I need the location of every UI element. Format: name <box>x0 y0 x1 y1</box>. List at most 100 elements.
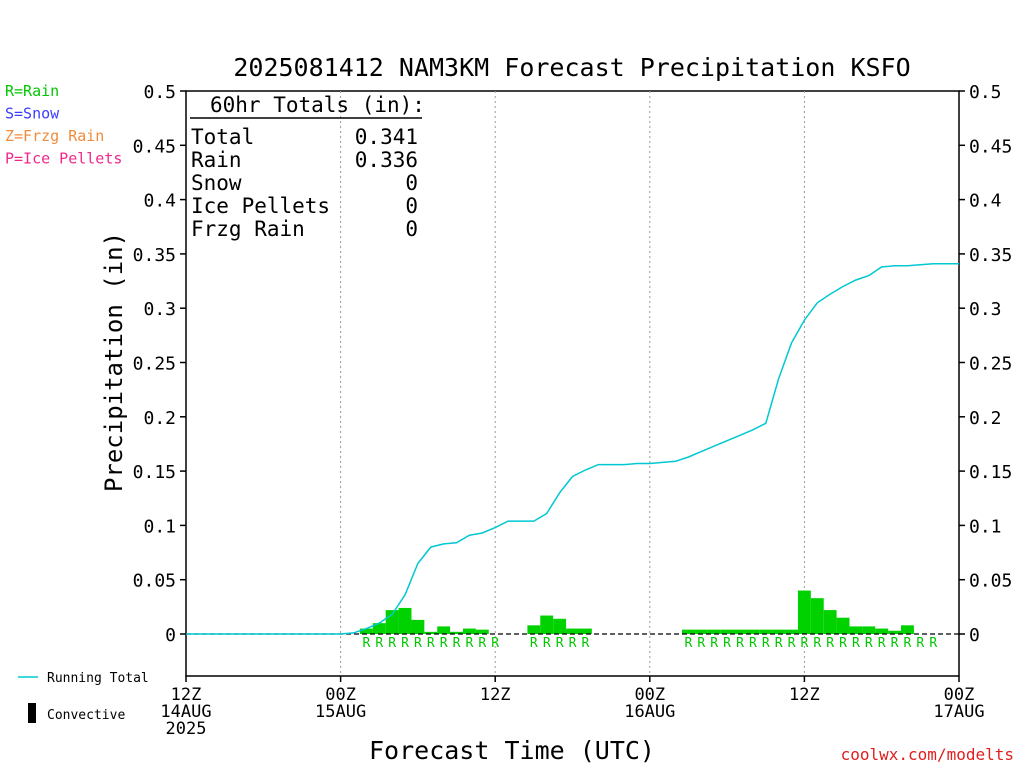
rain-bar <box>823 610 837 634</box>
precip-type-legend-item: S=Snow <box>5 105 60 123</box>
rain-bar <box>772 629 786 634</box>
y-tick-label: 0.45 <box>969 136 1012 157</box>
rain-type-marker: R <box>762 636 770 651</box>
totals-header: 60hr Totals (in): <box>210 93 425 117</box>
rain-type-marker: R <box>530 636 538 651</box>
totals-row-value: 0 <box>405 217 418 241</box>
y-tick-label: 0.25 <box>133 354 176 375</box>
rain-bar <box>888 630 902 634</box>
totals-panel: 60hr Totals (in): Total 0.341 Rain 0.336 Sno… <box>190 93 425 241</box>
rain-bar <box>450 631 463 634</box>
rain-type-marker: R <box>723 636 731 651</box>
rain-bar <box>359 628 373 634</box>
x-tick-label: 15AUG <box>315 702 366 722</box>
y-tick-label: 0.35 <box>969 245 1012 266</box>
running-total-line <box>186 262 959 635</box>
totals-row-label: Total <box>191 125 254 149</box>
y-tick-label: 0.45 <box>133 136 176 157</box>
rain-type-marker: R <box>569 636 577 651</box>
x-tick-label: 16AUG <box>624 702 675 722</box>
convective-legend-label: Convective <box>47 708 125 723</box>
y-tick-label: 0.1 <box>143 516 176 537</box>
rain-bar <box>527 625 541 634</box>
rain-type-marker: R <box>388 636 396 651</box>
rain-bar <box>475 629 489 634</box>
rain-bar <box>759 629 773 634</box>
totals-row-value: 0.341 <box>355 125 418 149</box>
y-tick-label: 0.5 <box>969 82 1002 103</box>
y-tick-label: 0.3 <box>969 299 1002 320</box>
rain-bar <box>578 628 592 634</box>
rain-bar <box>720 629 734 634</box>
precip-type-legend-item: P=Ice Pellets <box>5 150 122 168</box>
rain-type-marker: R <box>362 636 370 651</box>
y-tick-label: 0 <box>165 625 176 646</box>
totals-row-value: 0 <box>405 171 418 195</box>
x-tick-label: 00Z <box>325 685 356 705</box>
rain-type-marker: R <box>466 636 474 651</box>
rain-type-marker: R <box>440 636 448 651</box>
rain-bar <box>437 626 451 634</box>
y-tick-label: 0.05 <box>969 571 1012 592</box>
rain-bar <box>785 629 798 634</box>
x-tick-label: 14AUG <box>160 702 211 722</box>
x-tick-label: 12Z <box>171 685 202 705</box>
x-tick-label: 12Z <box>480 685 511 705</box>
y-tick-label: 0.4 <box>969 191 1002 212</box>
rain-bar <box>553 618 567 634</box>
rain-type-marker: R <box>543 636 551 651</box>
rain-type-marker: R <box>478 636 486 651</box>
rain-type-marker: R <box>697 636 705 651</box>
y-tick-label: 0.05 <box>133 571 176 592</box>
rain-bar <box>733 629 747 634</box>
credit-text: coolwx.com/modelts <box>841 745 1014 764</box>
totals-row-label: Snow <box>191 171 242 195</box>
y-tick-label: 0.25 <box>969 354 1012 375</box>
rain-type-marker: R <box>929 636 937 651</box>
rain-type-marker: R <box>826 636 834 651</box>
rain-type-marker: R <box>904 636 912 651</box>
x-tick-label: 2025 <box>166 719 207 739</box>
rain-type-marker: R <box>800 636 808 651</box>
rain-bar <box>682 629 695 634</box>
rain-type-marker: R <box>839 636 847 651</box>
rain-bar <box>462 628 476 634</box>
rain-bar <box>398 607 412 634</box>
rain-type-marker: R <box>710 636 718 651</box>
rain-bar <box>746 629 760 634</box>
rain-type-marker: R <box>427 636 435 651</box>
chart-title: 2025081412 NAM3KM Forecast Precipitation… <box>233 53 910 82</box>
y-tick-label: 0.2 <box>143 408 176 429</box>
x-tick-label: 12Z <box>789 685 820 705</box>
y-tick-label: 0.3 <box>143 299 176 320</box>
rain-type-marker: R <box>916 636 924 651</box>
x-tick-label: 17AUG <box>933 702 984 722</box>
rain-type-marker: R <box>749 636 757 651</box>
rain-type-marker: R <box>775 636 783 651</box>
y-tick-label: 0.1 <box>969 516 1002 537</box>
rain-type-marker: R <box>581 636 589 651</box>
bottom-legend: Running Total Convective <box>18 671 149 723</box>
rain-type-marker: R <box>813 636 821 651</box>
x-tick-label: 00Z <box>634 685 665 705</box>
precip-type-legend: R=Rain S=Snow Z=Frzg Rain P=Ice Pellets <box>5 82 122 168</box>
rain-type-marker: R <box>453 636 461 651</box>
rain-bar <box>810 598 824 634</box>
rain-bar <box>862 626 876 634</box>
rain-bar <box>875 628 889 634</box>
convective-legend-icon <box>28 703 36 723</box>
rain-type-marker: R <box>375 636 383 651</box>
x-axis-title: Forecast Time (UTC) <box>369 736 655 765</box>
rain-type-marker: R <box>852 636 860 651</box>
rain-bar <box>849 626 863 634</box>
rain-bar <box>411 619 425 634</box>
rain-bar <box>424 631 438 634</box>
plot-border <box>185 90 960 677</box>
rain-type-marker: R <box>556 636 564 651</box>
rain-type-marker: R <box>491 636 499 651</box>
precip-type-legend-item: R=Rain <box>5 82 59 100</box>
running-total-line <box>186 262 959 635</box>
y-tick-label: 0.2 <box>969 408 1002 429</box>
